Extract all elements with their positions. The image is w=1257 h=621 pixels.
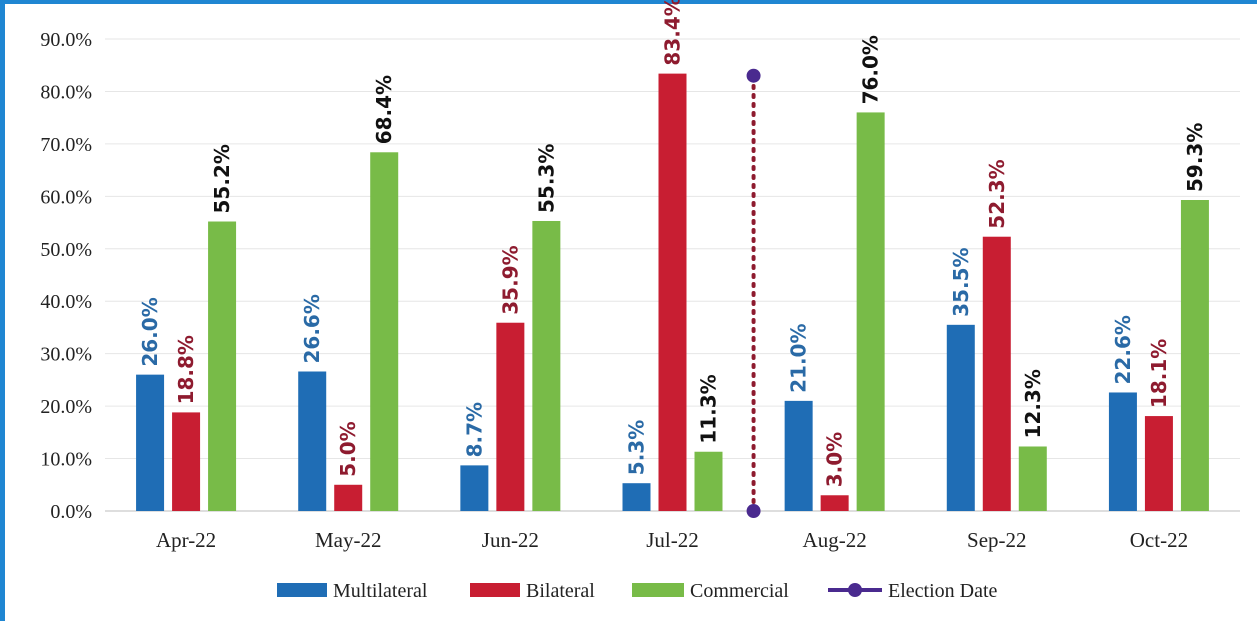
x-category-label: Jul-22	[646, 528, 699, 552]
bar-commercial	[532, 220, 561, 511]
legend-swatch	[277, 583, 327, 597]
data-label: 8.7%	[462, 402, 486, 457]
bar-commercial	[1180, 200, 1209, 511]
data-label: 18.8%	[174, 335, 198, 404]
data-label: 83.4%	[661, 0, 685, 66]
data-label: 68.4%	[372, 75, 396, 144]
bar-multilateral	[622, 483, 651, 511]
y-tick-label: 30.0%	[40, 344, 92, 366]
legend-label: Bilateral	[526, 580, 595, 602]
data-label: 18.1%	[1147, 339, 1171, 408]
legend-swatch-dot	[848, 583, 862, 597]
bar-bilateral	[658, 73, 687, 511]
bar-multilateral	[298, 371, 327, 511]
bar-commercial	[208, 221, 237, 512]
x-category-label: Oct-22	[1130, 528, 1188, 552]
y-tick-label: 60.0%	[40, 186, 92, 208]
legend-swatch	[632, 583, 684, 597]
data-label: 12.3%	[1021, 369, 1045, 438]
bar-commercial	[694, 451, 723, 511]
y-tick-label: 70.0%	[40, 134, 92, 156]
legend: Multilateral Bilateral Commercial Election …	[277, 580, 998, 602]
data-label: 22.6%	[1111, 315, 1135, 384]
data-label: 55.3%	[534, 144, 558, 213]
bar-multilateral	[460, 465, 489, 511]
y-tick-label: 80.0%	[40, 81, 92, 103]
bar-bilateral	[172, 412, 201, 511]
bar-bilateral	[982, 236, 1011, 511]
data-label: 21.0%	[787, 323, 811, 392]
bar-bilateral	[820, 495, 849, 511]
bar-commercial	[856, 112, 885, 511]
x-category-label: Apr-22	[156, 528, 216, 552]
data-label: 76.0%	[859, 35, 883, 104]
data-label: 5.3%	[625, 420, 649, 475]
data-labels: 26.0% 18.8% 55.2% 26.6% 5.0% 68.4% 8.7% 35.9% 55…	[138, 0, 1207, 487]
bar-multilateral	[136, 374, 165, 511]
bar-commercial	[370, 152, 399, 511]
legend-label: Commercial	[690, 580, 789, 602]
election-date-dot-top	[746, 68, 761, 83]
data-label: 26.0%	[138, 297, 162, 366]
bar-bilateral	[334, 484, 363, 511]
bars	[136, 73, 1209, 512]
data-label: 3.0%	[823, 432, 847, 487]
y-tick-label: 20.0%	[40, 396, 92, 418]
data-label: 26.6%	[300, 294, 324, 363]
y-tick-label: 10.0%	[40, 449, 92, 471]
bar-multilateral	[1108, 392, 1137, 511]
bar-multilateral	[784, 400, 813, 511]
data-label: 35.5%	[949, 247, 973, 316]
x-category-label: Jun-22	[482, 528, 539, 552]
data-label: 35.9%	[498, 245, 522, 314]
y-axis-ticks: 0.0% 10.0% 20.0% 30.0% 40.0% 50.0% 60.0% 70.0% 8…	[40, 29, 92, 523]
bar-multilateral	[946, 324, 975, 511]
y-tick-label: 0.0%	[50, 501, 92, 523]
legend-label: Multilateral	[333, 580, 428, 602]
data-label: 11.3%	[697, 374, 721, 443]
election-date-dot-bottom	[746, 504, 761, 518]
data-label: 55.2%	[210, 144, 234, 213]
data-label: 5.0%	[336, 421, 360, 476]
data-label: 59.3%	[1183, 123, 1207, 192]
x-axis-categories: Apr-22 May-22 Jun-22 Jul-22 Aug-22 Sep-22 Oct-…	[156, 528, 1188, 552]
legend-swatch	[470, 583, 520, 597]
bar-commercial	[1018, 446, 1047, 511]
y-tick-label: 40.0%	[40, 291, 92, 313]
y-tick-label: 90.0%	[40, 29, 92, 51]
legend-label: Election Date	[888, 580, 998, 602]
x-category-label: May-22	[315, 528, 382, 552]
x-category-label: Sep-22	[967, 528, 1027, 552]
y-tick-label: 50.0%	[40, 239, 92, 261]
bar-bilateral	[496, 322, 525, 511]
data-label: 52.3%	[985, 159, 1009, 228]
election-date-marker	[746, 68, 761, 518]
bar-bilateral	[1144, 416, 1173, 511]
x-category-label: Aug-22	[803, 528, 867, 552]
